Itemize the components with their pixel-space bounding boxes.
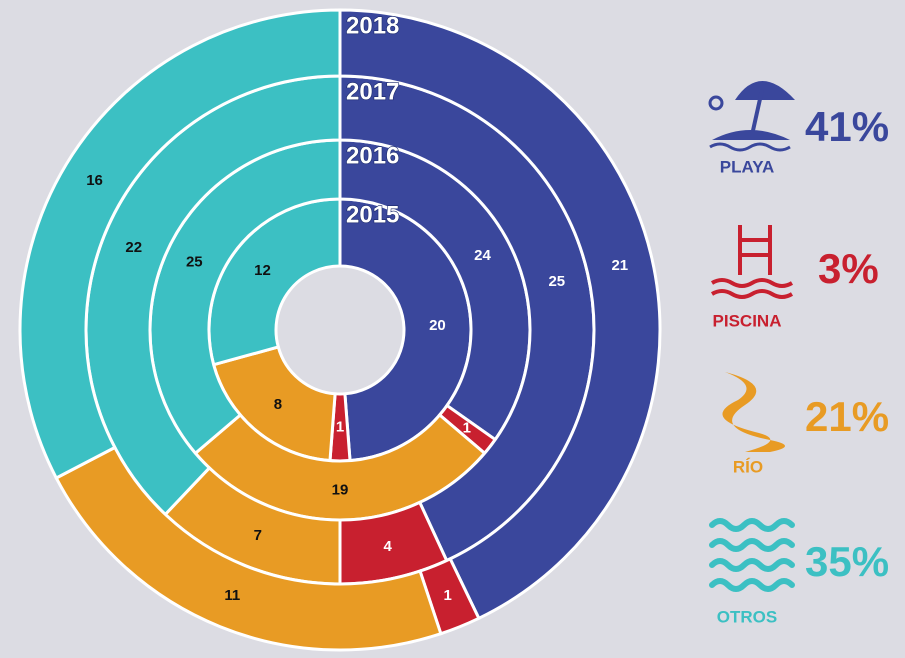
data-label: 21 — [611, 257, 628, 274]
data-label: 8 — [274, 396, 282, 413]
data-label: 25 — [548, 273, 565, 290]
ring-year-label: 2018 — [346, 12, 399, 39]
ring-year-label: 2015 — [346, 201, 399, 228]
waves-icon — [709, 518, 795, 592]
legend-percent: 3% — [818, 245, 879, 292]
data-label: 20 — [429, 317, 446, 334]
ring-year-label: 2017 — [346, 78, 399, 105]
legend-label: RÍO — [733, 457, 763, 476]
legend-label: PLAYA — [720, 157, 775, 176]
data-label: 1 — [336, 418, 344, 435]
data-label: 24 — [474, 247, 491, 264]
data-label: 16 — [86, 172, 103, 189]
ring-segment — [18, 8, 342, 481]
data-label: 7 — [254, 527, 262, 544]
data-label: 4 — [384, 538, 393, 555]
pool-icon — [710, 225, 794, 299]
data-label: 22 — [125, 239, 142, 256]
legend-percent: 21% — [805, 393, 889, 440]
data-label: 11 — [224, 587, 240, 604]
legend-percent: 35% — [805, 538, 889, 585]
beach-icon — [708, 81, 795, 152]
ring-segment — [338, 8, 662, 621]
legend-label: PISCINA — [713, 311, 782, 330]
data-label: 1 — [463, 419, 471, 436]
legend-label: OTROS — [717, 607, 777, 626]
data-label: 1 — [444, 587, 452, 604]
data-label: 12 — [254, 262, 271, 279]
legend-percent: 41% — [805, 103, 889, 150]
ring-year-label: 2016 — [346, 142, 399, 169]
data-label: 19 — [332, 481, 349, 498]
legend-icons — [708, 81, 795, 592]
river-icon — [722, 372, 785, 452]
data-label: 25 — [186, 254, 203, 271]
